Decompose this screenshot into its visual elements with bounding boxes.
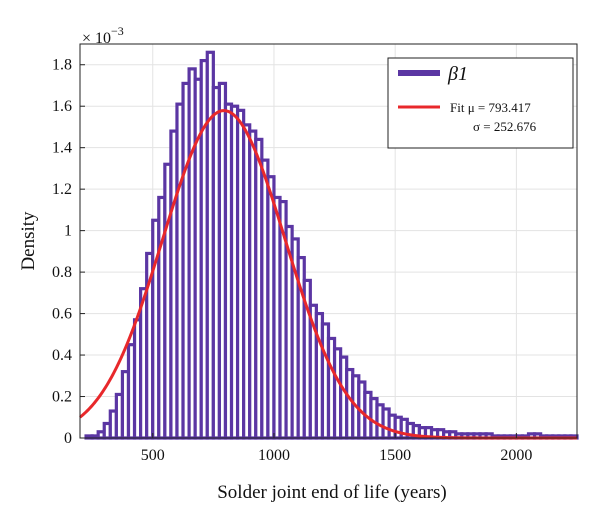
x-axis-label: Solder joint end of life (years): [217, 482, 447, 503]
y-tick-label: 0.4: [52, 347, 72, 364]
y-tick-label: 0.2: [52, 389, 72, 406]
plot-frame: [79, 43, 578, 439]
y-tick-label: 1.4: [52, 140, 72, 157]
y-tick-label: 0.8: [52, 264, 72, 281]
y-axis-label: Density: [18, 211, 39, 271]
axis-ticks: 500 1000 1500 2000 0 0.2 0.4 0.6 0.8 1 1.2 1.4 1.6 1.…: [52, 57, 532, 464]
legend-histogram-label: β1: [447, 63, 468, 85]
y-tick-label: 1.6: [52, 98, 72, 115]
y-tick-label: 0.6: [52, 306, 72, 323]
y-tick-label: 1: [64, 223, 72, 240]
legend-fit-sigma-label: σ = 252.676: [473, 119, 537, 134]
y-multiplier: × 10−3: [82, 24, 124, 47]
x-tick-label: 1000: [258, 447, 290, 464]
legend: β1 Fit μ = 793.417 σ = 252.676: [387, 57, 574, 149]
y-tick-label: 1.2: [52, 181, 72, 198]
x-tick-label: 500: [141, 447, 165, 464]
y-tick-label: 1.8: [52, 57, 72, 74]
y-tick-label: 0: [64, 430, 72, 447]
x-tick-label: 1500: [379, 447, 411, 464]
legend-fit-mu-label: Fit μ = 793.417: [450, 100, 531, 115]
x-tick-label: 2000: [500, 447, 532, 464]
